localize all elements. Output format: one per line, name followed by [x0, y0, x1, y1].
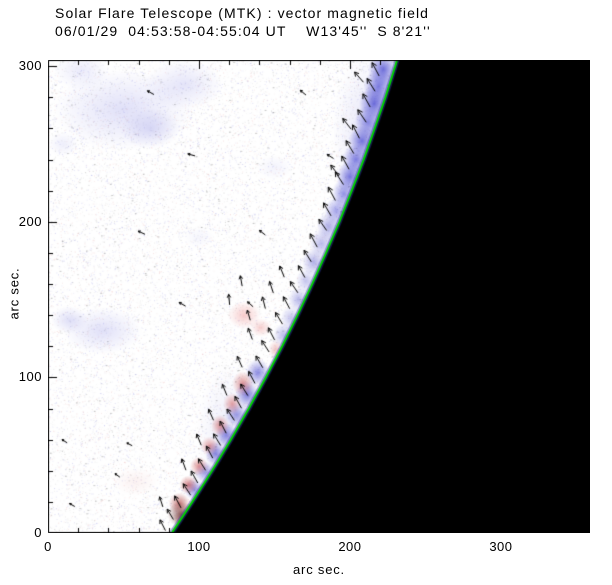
y-tick-label: 100	[18, 369, 42, 385]
y-tick-label: 200	[18, 213, 42, 229]
y-tick-label: 0	[34, 525, 42, 540]
x-tick-label: 100	[187, 539, 211, 554]
x-axis-title: arc sec.	[293, 562, 345, 577]
x-tick-label: 200	[338, 539, 362, 554]
y-axis-title: arc sec.	[6, 267, 22, 320]
plot-canvas	[48, 60, 590, 533]
y-tick-label: 300	[18, 58, 42, 74]
chart-subtitle: 06/01/29 04:53:58-04:55:04 UT W13'45'' S…	[55, 23, 431, 39]
x-tick-label: 300	[489, 539, 513, 554]
x-tick-label: 0	[44, 539, 52, 554]
chart-title: Solar Flare Telescope (MTK) : vector mag…	[55, 5, 430, 21]
